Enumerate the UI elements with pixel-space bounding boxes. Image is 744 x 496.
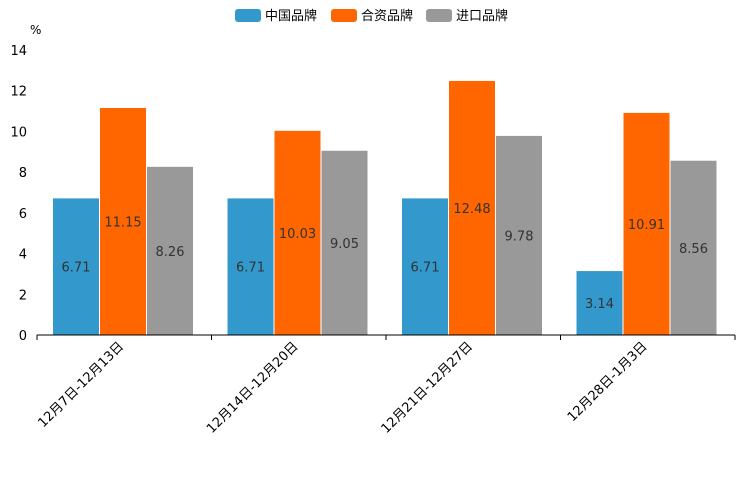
data-label-3-1: 6.71: [411, 261, 440, 276]
bars: 6.71 11.15 8.26 6.71 10.03 9.05 6.71 12.48 9.78 3…: [53, 80, 717, 336]
bar-3-2: [449, 80, 495, 335]
bar-2-2: [274, 130, 321, 335]
y-tick-label: 4: [19, 248, 27, 263]
data-label-2-1: 6.71: [236, 261, 265, 276]
legend-label-3: 进口品牌: [456, 8, 508, 24]
x-category-label-4: 12月28日-1月3日: [565, 339, 651, 425]
x-category-label-1: 12月7日-12月13日: [35, 339, 127, 431]
data-label-3-2: 12.48: [453, 202, 490, 217]
y-tick-label: 14: [10, 44, 27, 59]
data-label-1-2: 11.15: [104, 216, 141, 231]
x-axis: 12月7日-12月13日 12月14日-12月20日 12月21日-12月27日 12…: [35, 334, 736, 437]
bar-4-3: [670, 160, 717, 335]
y-tick-label: 12: [10, 85, 27, 100]
bar-3-3: [496, 135, 542, 335]
bar-4-1: [576, 271, 623, 335]
y-tick-label: 6: [19, 207, 27, 222]
bar-3-1: [402, 198, 448, 335]
y-tick-label: 0: [19, 329, 27, 344]
bar-1-2: [100, 108, 146, 336]
data-label-2-3: 9.05: [330, 237, 359, 252]
legend-label-2: 合资品牌: [361, 8, 413, 24]
x-category-label-2: 12月14日-12月20日: [204, 339, 301, 436]
legend-swatch-2: [331, 9, 357, 22]
bar-1-1: [53, 198, 99, 335]
y-axis: 0 2 4 6 8 10 12 14: [10, 44, 27, 344]
y-tick-label: 8: [19, 166, 27, 181]
data-label-4-1: 3.14: [585, 297, 614, 312]
legend: 中国品牌 合资品牌 进口品牌: [235, 8, 508, 24]
y-axis-unit-label: %: [30, 23, 41, 37]
data-label-1-3: 8.26: [156, 245, 185, 260]
bar-2-3: [321, 150, 368, 335]
data-label-4-3: 8.56: [679, 242, 708, 257]
bar-2-1: [227, 198, 274, 335]
data-label-3-3: 9.78: [505, 229, 534, 244]
y-tick-label: 2: [19, 288, 27, 303]
legend-label-1: 中国品牌: [265, 8, 317, 24]
legend-swatch-1: [235, 9, 261, 22]
y-tick-label: 10: [10, 125, 27, 140]
x-category-label-3: 12月21日-12月27日: [379, 339, 476, 436]
legend-swatch-3: [426, 9, 452, 22]
data-label-4-2: 10.91: [628, 218, 665, 233]
bar-4-2: [623, 112, 670, 336]
data-label-2-2: 10.03: [279, 227, 316, 242]
bar-1-3: [147, 166, 193, 335]
data-label-1-1: 6.71: [62, 261, 91, 276]
